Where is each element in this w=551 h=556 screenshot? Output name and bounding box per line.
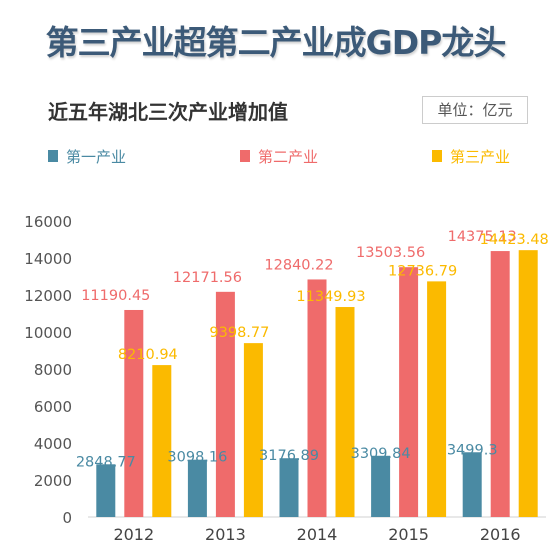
legend-item-secondary: 第二产业 [240, 146, 318, 166]
data-label: 13503.56 [356, 245, 425, 261]
legend-label-secondary: 第二产业 [258, 147, 319, 166]
y-tick-label: 8000 [34, 361, 72, 379]
data-label: 12840.22 [264, 257, 333, 273]
x-tick-label: 2013 [205, 525, 246, 544]
data-label: 3309.84 [351, 446, 411, 462]
data-label: 3176.89 [259, 448, 319, 464]
bar [462, 452, 482, 517]
legend-label-tertiary: 第三产业 [450, 147, 511, 166]
legend-item-tertiary: 第三产业 [432, 146, 510, 166]
bar [399, 267, 419, 517]
headline: 第三产业超第二产业成GDP龙头 [45, 23, 507, 62]
data-label: 2848.77 [76, 454, 136, 470]
data-label: 14423.48 [480, 232, 549, 248]
y-tick-label: 4000 [34, 435, 72, 453]
bar [215, 291, 235, 517]
legend-item-primary: 第一产业 [48, 146, 126, 166]
y-tick-label: 2000 [34, 472, 72, 490]
bar [96, 464, 116, 517]
legend-swatch-tertiary [432, 150, 442, 162]
bar [124, 309, 144, 517]
bar [187, 459, 207, 517]
data-label: 3098.16 [167, 450, 227, 466]
y-tick-label: 6000 [34, 398, 72, 416]
data-label: 8210.94 [118, 347, 178, 363]
bar [490, 251, 510, 517]
y-tick-label: 12000 [24, 287, 72, 305]
data-label: 12171.56 [173, 270, 242, 286]
legend-label-primary: 第一产业 [66, 147, 127, 166]
unit-label: 单位：亿元 [422, 96, 528, 124]
chart-title: 近五年湖北三次产业增加值 [48, 100, 288, 124]
y-tick-label: 0 [62, 509, 72, 527]
legend-swatch-secondary [240, 150, 250, 162]
bar [279, 458, 299, 517]
data-label: 3499.3 [447, 442, 498, 458]
data-label: 11190.45 [81, 288, 150, 304]
data-label: 11349.93 [296, 289, 365, 305]
y-tick-label: 10000 [24, 324, 72, 342]
bar [371, 455, 391, 517]
y-tick-label: 14000 [24, 250, 72, 268]
bar [152, 365, 172, 517]
x-tick-label: 2015 [388, 525, 429, 544]
bar [243, 343, 263, 517]
bar [335, 307, 355, 517]
legend-swatch-primary [48, 150, 58, 162]
bar [518, 250, 538, 517]
data-label: 14375.13 [448, 229, 517, 245]
x-tick-label: 2012 [113, 525, 154, 544]
x-tick-label: 2014 [297, 525, 338, 544]
data-label: 12736.79 [388, 263, 457, 279]
x-tick-label: 2016 [480, 525, 521, 544]
bar [307, 279, 327, 517]
y-tick-label: 16000 [24, 213, 72, 231]
data-label: 9398.77 [209, 325, 269, 341]
bar [427, 281, 447, 517]
